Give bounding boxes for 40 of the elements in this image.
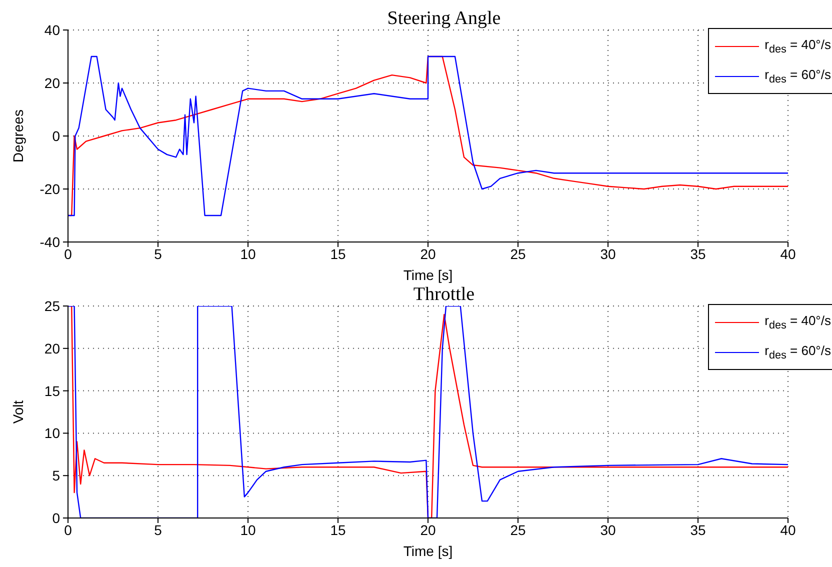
x-tick-label: 40 [780,522,796,538]
y-tick-label: -40 [40,234,60,250]
y-tick-label: 0 [52,510,60,526]
y-tick-label: 0 [52,128,60,144]
x-tick-label: 5 [154,522,162,538]
x-tick-label: 30 [600,522,616,538]
x-tick-label: 35 [690,246,706,262]
chart-title: Steering Angle [387,8,501,29]
chart-title: Throttle [413,284,475,305]
x-tick-label: 30 [600,246,616,262]
x-tick-label: 40 [780,246,796,262]
x-tick-label: 35 [690,522,706,538]
x-tick-label: 0 [64,522,72,538]
x-tick-label: 25 [510,522,526,538]
x-axis-title: Time [s] [403,267,453,283]
y-tick-label: 20 [44,340,60,356]
y-tick-label: 15 [44,382,60,399]
x-tick-label: 25 [510,246,526,262]
x-tick-label: 5 [154,246,162,262]
x-tick-label: 10 [240,246,256,262]
y-tick-label: 10 [44,425,60,442]
y-tick-label: 25 [44,298,60,314]
x-tick-label: 20 [420,246,436,262]
legend-label: r$_{des}$ = 40°/s [764,36,831,56]
x-axis-title: Time [s] [403,543,453,559]
x-tick-label: 20 [420,522,436,538]
x-tick-label: 15 [330,246,346,262]
y-axis-title: Volt [10,400,26,424]
legend-label: r$_{des}$ = 40°/s [764,312,831,332]
y-tick-label: 5 [52,468,60,484]
y-axis-title: Degrees [10,110,26,162]
legend-label: r$_{des}$ = 60°/s [764,66,831,86]
legend-label: r$_{des}$ = 60°/s [764,342,831,362]
y-tick-label: 20 [44,74,60,91]
x-tick-label: 0 [64,246,72,262]
y-tick-label: -20 [40,180,60,197]
x-tick-label: 15 [330,522,346,538]
y-tick-label: 40 [44,22,60,38]
x-tick-label: 10 [240,522,256,538]
line-series [68,56,788,216]
